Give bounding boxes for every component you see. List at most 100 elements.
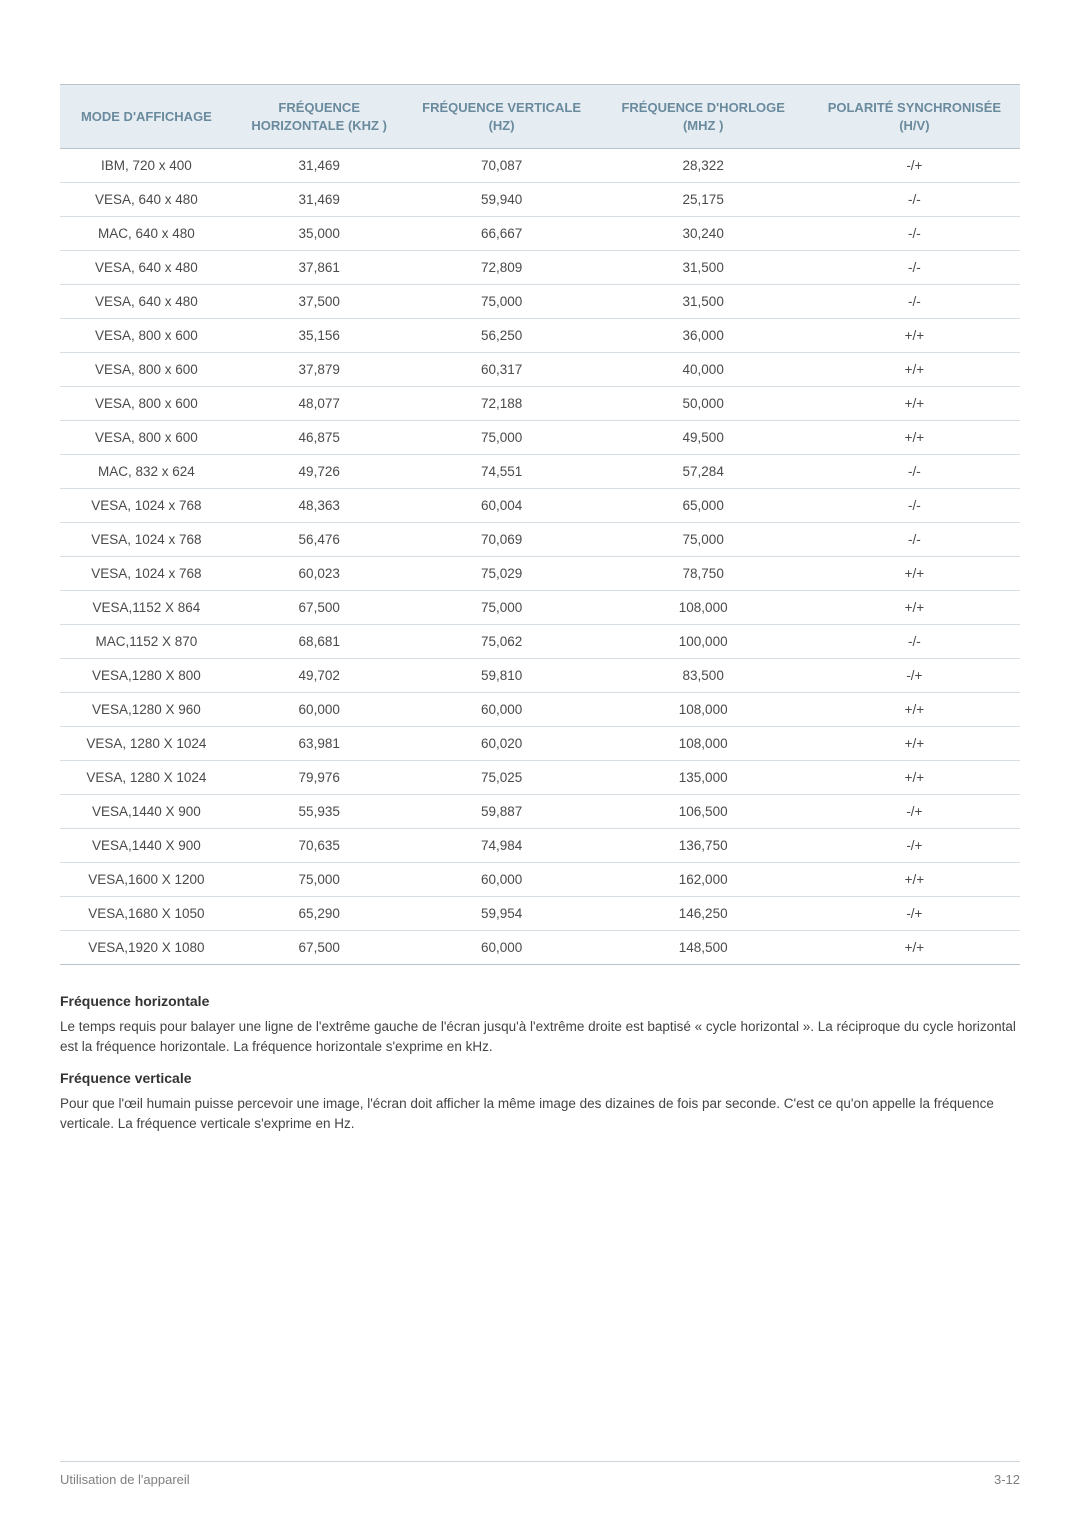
table-row: VESA, 1280 X 102463,98160,020108,000+/+ (60, 727, 1020, 761)
table-cell: -/- (809, 183, 1020, 217)
table-cell: 60,000 (233, 693, 406, 727)
table-row: VESA,1680 X 105065,29059,954146,250-/+ (60, 897, 1020, 931)
table-cell: VESA, 640 x 480 (60, 183, 233, 217)
table-cell: 59,887 (406, 795, 598, 829)
table-cell: MAC, 832 x 624 (60, 455, 233, 489)
table-row: VESA, 800 x 60037,87960,31740,000+/+ (60, 353, 1020, 387)
table-cell: +/+ (809, 693, 1020, 727)
vfreq-heading: Fréquence verticale (60, 1070, 1020, 1086)
table-cell: 72,188 (406, 387, 598, 421)
table-cell: MAC, 640 x 480 (60, 217, 233, 251)
notes-section: Fréquence horizontale Le temps requis po… (60, 993, 1020, 1133)
table-cell: -/- (809, 523, 1020, 557)
table-cell: 60,023 (233, 557, 406, 591)
table-row: VESA,1440 X 90070,63574,984136,750-/+ (60, 829, 1020, 863)
table-cell: 60,000 (406, 931, 598, 965)
table-cell: 59,940 (406, 183, 598, 217)
table-cell: 25,175 (598, 183, 809, 217)
table-cell: VESA,1600 X 1200 (60, 863, 233, 897)
table-cell: 48,363 (233, 489, 406, 523)
table-row: VESA, 1280 X 102479,97675,025135,000+/+ (60, 761, 1020, 795)
table-cell: 106,500 (598, 795, 809, 829)
table-cell: +/+ (809, 761, 1020, 795)
table-row: VESA,1600 X 120075,00060,000162,000+/+ (60, 863, 1020, 897)
table-cell: 60,000 (406, 863, 598, 897)
hfreq-body: Le temps requis pour balayer une ligne d… (60, 1017, 1020, 1056)
table-cell: 146,250 (598, 897, 809, 931)
table-cell: 40,000 (598, 353, 809, 387)
table-cell: 56,250 (406, 319, 598, 353)
table-cell: 55,935 (233, 795, 406, 829)
table-cell: VESA, 800 x 600 (60, 421, 233, 455)
table-cell: VESA, 640 x 480 (60, 251, 233, 285)
table-cell: 70,069 (406, 523, 598, 557)
page-footer: Utilisation de l'appareil 3-12 (60, 1461, 1020, 1487)
table-cell: +/+ (809, 557, 1020, 591)
table-row: VESA, 1024 x 76848,36360,00465,000-/- (60, 489, 1020, 523)
table-cell: -/- (809, 489, 1020, 523)
table-row: VESA, 800 x 60035,15656,25036,000+/+ (60, 319, 1020, 353)
table-cell: 49,702 (233, 659, 406, 693)
table-row: VESA,1152 X 86467,50075,000108,000+/+ (60, 591, 1020, 625)
table-cell: 46,875 (233, 421, 406, 455)
table-cell: 48,077 (233, 387, 406, 421)
table-row: VESA, 800 x 60048,07772,18850,000+/+ (60, 387, 1020, 421)
table-row: MAC,1152 X 87068,68175,062100,000-/- (60, 625, 1020, 659)
table-row: VESA,1280 X 80049,70259,81083,500-/+ (60, 659, 1020, 693)
col-clock: FRÉQUENCE D'HORLOGE (MHZ ) (598, 85, 809, 149)
table-cell: -/+ (809, 149, 1020, 183)
table-cell: VESA, 1280 X 1024 (60, 761, 233, 795)
table-cell: 57,284 (598, 455, 809, 489)
table-cell: +/+ (809, 863, 1020, 897)
table-row: VESA, 640 x 48037,50075,00031,500-/- (60, 285, 1020, 319)
table-cell: 83,500 (598, 659, 809, 693)
table-cell: VESA, 800 x 600 (60, 319, 233, 353)
table-cell: 37,861 (233, 251, 406, 285)
table-cell: -/- (809, 217, 1020, 251)
table-cell: 31,469 (233, 149, 406, 183)
table-cell: VESA,1440 X 900 (60, 795, 233, 829)
footer-right: 3-12 (994, 1472, 1020, 1487)
table-cell: VESA, 800 x 600 (60, 353, 233, 387)
table-cell: VESA,1680 X 1050 (60, 897, 233, 931)
table-cell: VESA, 800 x 600 (60, 387, 233, 421)
table-cell: 63,981 (233, 727, 406, 761)
table-cell: 135,000 (598, 761, 809, 795)
table-cell: 148,500 (598, 931, 809, 965)
table-cell: 75,025 (406, 761, 598, 795)
table-row: VESA,1920 X 108067,50060,000148,500+/+ (60, 931, 1020, 965)
col-hfreq: FRÉQUENCE HORIZONTALE (KHZ ) (233, 85, 406, 149)
table-row: MAC, 640 x 48035,00066,66730,240-/- (60, 217, 1020, 251)
col-polarity: POLARITÉ SYNCHRONISÉE (H/V) (809, 85, 1020, 149)
table-row: VESA,1440 X 90055,93559,887106,500-/+ (60, 795, 1020, 829)
table-cell: -/+ (809, 659, 1020, 693)
table-cell: 31,469 (233, 183, 406, 217)
table-cell: 35,156 (233, 319, 406, 353)
table-cell: +/+ (809, 727, 1020, 761)
table-cell: +/+ (809, 319, 1020, 353)
table-cell: 65,000 (598, 489, 809, 523)
table-cell: 65,290 (233, 897, 406, 931)
table-cell: 74,551 (406, 455, 598, 489)
table-cell: 35,000 (233, 217, 406, 251)
table-cell: 75,062 (406, 625, 598, 659)
table-cell: 75,000 (233, 863, 406, 897)
table-row: IBM, 720 x 40031,46970,08728,322-/+ (60, 149, 1020, 183)
table-cell: VESA,1280 X 800 (60, 659, 233, 693)
table-cell: 108,000 (598, 693, 809, 727)
table-cell: 31,500 (598, 251, 809, 285)
table-cell: 108,000 (598, 591, 809, 625)
table-cell: +/+ (809, 387, 1020, 421)
table-cell: 37,500 (233, 285, 406, 319)
col-mode: MODE D'AFFICHAGE (60, 85, 233, 149)
table-cell: -/+ (809, 795, 1020, 829)
table-cell: 75,000 (406, 285, 598, 319)
table-cell: 56,476 (233, 523, 406, 557)
table-cell: VESA,1280 X 960 (60, 693, 233, 727)
display-modes-table: MODE D'AFFICHAGE FRÉQUENCE HORIZONTALE (… (60, 84, 1020, 965)
table-cell: 75,000 (406, 421, 598, 455)
table-cell: 30,240 (598, 217, 809, 251)
table-cell: +/+ (809, 591, 1020, 625)
table-cell: 60,000 (406, 693, 598, 727)
table-cell: 66,667 (406, 217, 598, 251)
